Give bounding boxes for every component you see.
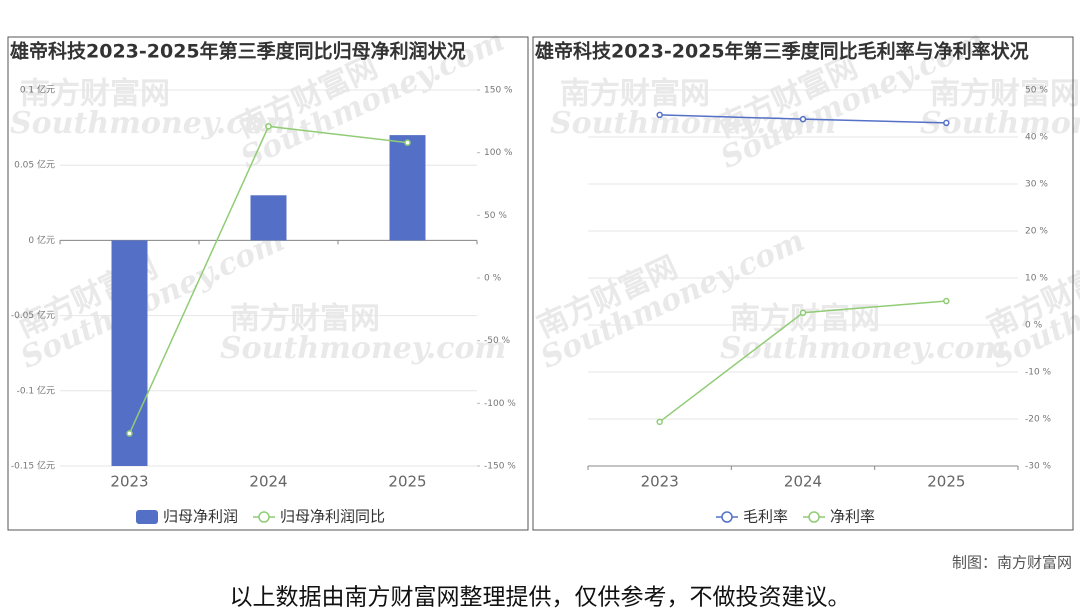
panel-frame (532, 36, 1074, 531)
watermarks: 南方财富网Southmoney.com南方财富网Southmoney.com南方… (10, 23, 1080, 376)
y-tick-label: 40 % (1025, 133, 1048, 143)
y-tick-label: -30 % (1025, 462, 1052, 472)
y-tick-label: 20 % (1025, 227, 1048, 237)
x-tick-label: 2024 (784, 473, 822, 491)
watermark-cn: 南方财富网 (20, 77, 170, 112)
y-tick-label: 30 % (1025, 180, 1048, 190)
watermark-cn: 南方财富网 (730, 302, 880, 337)
disclaimer: 以上数据由南方财富网整理提供，仅供参考，不做投资建议。 (230, 585, 851, 611)
y-tick-label: -0.05 亿元 (11, 309, 55, 321)
point (799, 309, 807, 317)
y-tick-label: 0.1 亿元 (20, 84, 55, 96)
watermark-cn: 南方财富网 (930, 77, 1080, 112)
point (799, 115, 807, 123)
point (656, 111, 663, 119)
y-tick-label: -0.15 亿元 (11, 460, 55, 472)
point (265, 123, 272, 130)
chart-title: 雄帝科技2023-2025年第三季度同比归母净利润状况 (9, 40, 466, 63)
y2-tick-label: -50 % (484, 336, 511, 346)
watermark-cn: 南方财富网 (560, 77, 710, 112)
y-tick-label: 50 % (1025, 86, 1048, 96)
chart-title: 雄帝科技2023-2025年第三季度同比毛利率与净利率状况 (534, 40, 1029, 63)
x-tick-label: 2024 (249, 473, 287, 491)
bar (250, 195, 287, 241)
legend-label: 毛利率 (743, 508, 788, 526)
y-tick-label: -10 % (1025, 368, 1052, 378)
legend-swatch (721, 511, 733, 523)
credit: 制图：南方财富网 (952, 554, 1072, 572)
legend-label: 归母净利润 (163, 508, 238, 526)
watermark-en: Southmoney.com (10, 106, 296, 141)
legend-label: 归母净利润同比 (280, 508, 385, 526)
y-tick-label: 0 % (1025, 321, 1043, 331)
chart: 雄帝科技2023-2025年第三季度同比毛利率与净利率状况 50 % 40 % 30 … (534, 40, 1052, 526)
bar (111, 240, 148, 466)
legend-swatch (258, 511, 270, 523)
x-tick-label: 2023 (110, 473, 148, 491)
watermark-cn: 南方财富网 (230, 302, 380, 337)
y2-tick-label: 150 % (484, 86, 513, 96)
legend-swatch (136, 510, 158, 524)
y-tick-label: 10 % (1025, 274, 1048, 284)
watermark-en: Southmoney.com (550, 106, 836, 141)
point (656, 418, 663, 426)
y2-tick-label: 0 % (484, 274, 502, 284)
point (943, 297, 950, 305)
y2-tick-label: 100 % (484, 148, 513, 158)
x-tick-label: 2023 (641, 473, 679, 491)
legend-label: 净利率 (830, 508, 875, 526)
y-tick-label: 0 亿元 (28, 234, 55, 246)
watermark-en: Southmoney.com (720, 331, 1006, 366)
y2-tick-label: 50 % (484, 211, 507, 221)
bar (389, 135, 426, 241)
y-tick-label: 0.05 亿元 (14, 159, 55, 171)
legend-swatch (808, 511, 820, 523)
y2-tick-label: -150 % (484, 462, 516, 472)
point (126, 430, 133, 437)
point (943, 119, 950, 127)
x-tick-label: 2025 (927, 473, 965, 491)
y-tick-label: -20 % (1025, 415, 1052, 425)
y2-tick-label: -100 % (484, 399, 516, 409)
panel-frame (7, 36, 529, 531)
watermark-en: Southmoney.com (220, 331, 506, 366)
point (404, 139, 411, 146)
x-tick-label: 2025 (388, 473, 426, 491)
chart: 雄帝科技2023-2025年第三季度同比归母净利润状况 0.1 亿元 0.05 亿元… (9, 40, 516, 526)
y-tick-label: -0.1 亿元 (17, 384, 55, 396)
